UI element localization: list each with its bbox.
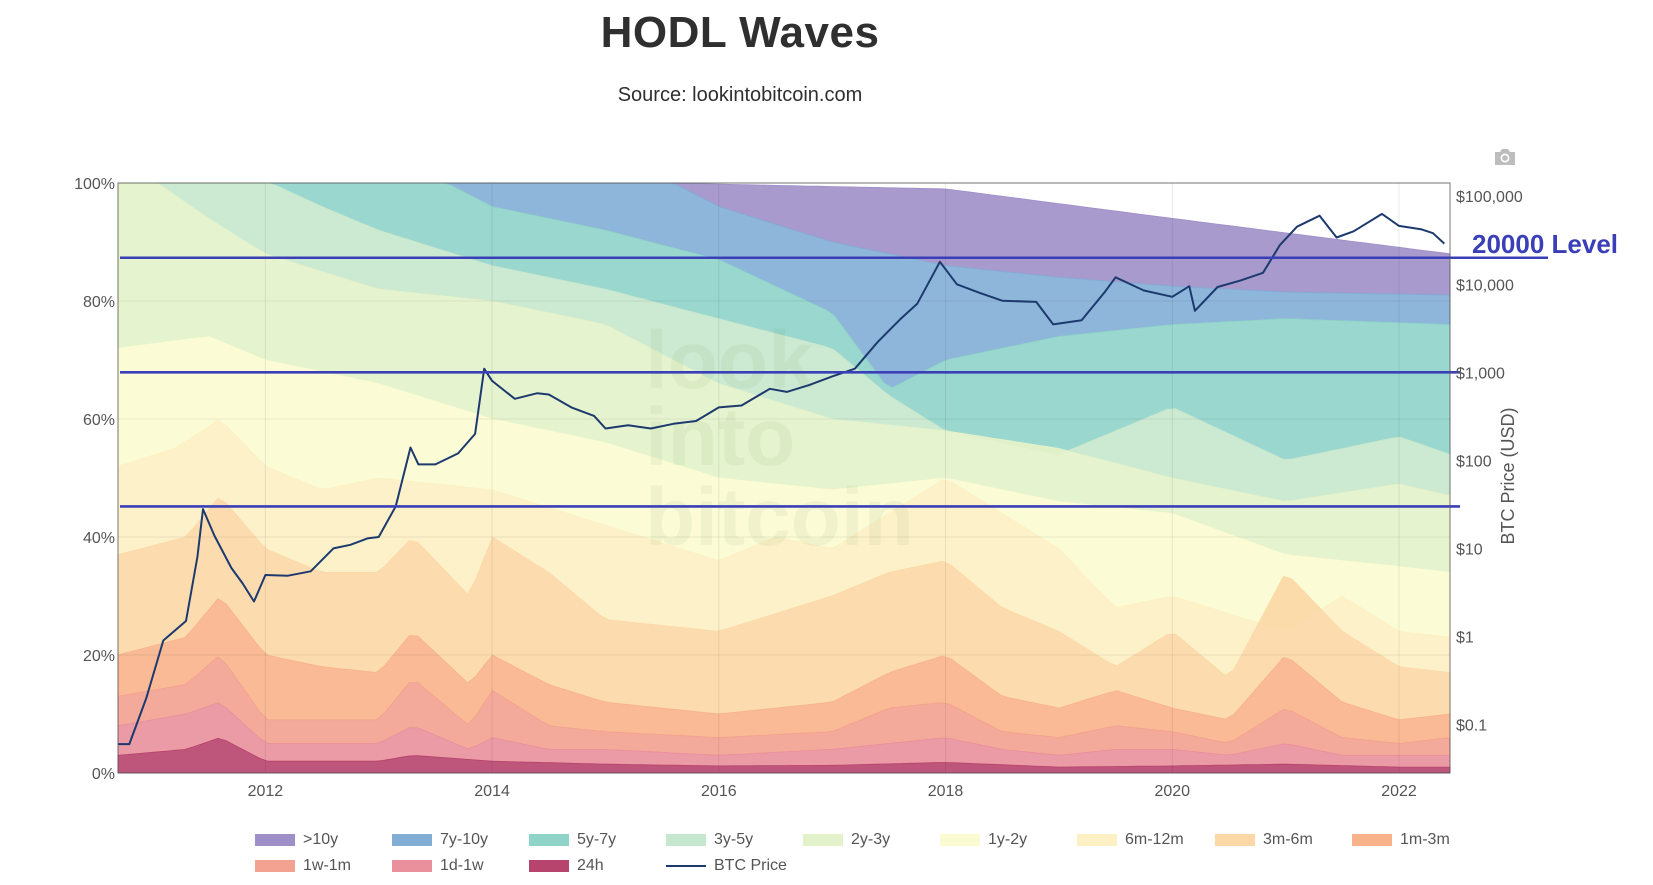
legend-swatch — [1352, 834, 1392, 846]
x-tick-label: 2020 — [1154, 783, 1190, 800]
legend-label: 24h — [577, 857, 604, 874]
legend-swatch — [529, 860, 569, 872]
watermark-line-3: bitcoin — [645, 472, 914, 563]
legend-label: 3m-6m — [1263, 831, 1313, 848]
legend-label: 6m-12m — [1125, 831, 1184, 848]
legend-label: 5y-7y — [577, 831, 617, 848]
legend-item[interactable]: 3y-5y — [666, 830, 753, 850]
legend-swatch — [529, 834, 569, 846]
y-left-tick-label: 60% — [83, 412, 115, 429]
y-right-tick-label: $100,000 — [1456, 189, 1523, 206]
watermark-line-2: into — [645, 392, 795, 483]
right-axis-title: BTC Price (USD) — [1498, 407, 1518, 544]
legend-swatch — [1077, 834, 1117, 846]
camera-icon[interactable] — [1492, 147, 1518, 167]
chart-title: HODL Waves — [600, 8, 880, 57]
legend-item[interactable]: 2y-3y — [803, 830, 890, 850]
plot-frame — [117, 182, 1451, 774]
y-left-tick-label: 100% — [74, 176, 115, 193]
legend-label: 7y-10y — [440, 831, 489, 848]
legend-item[interactable]: 5y-7y — [529, 830, 616, 850]
legend-label: 1y-2y — [988, 831, 1028, 848]
legend-label: >10y — [303, 831, 339, 848]
legend-swatch — [255, 860, 295, 872]
y-right-tick-label: $100 — [1456, 453, 1492, 470]
x-tick-label: 2018 — [928, 783, 964, 800]
legend-label: 1m-3m — [1400, 831, 1450, 848]
legend-swatch — [666, 865, 706, 867]
y-right-tick-label: $1 — [1456, 630, 1474, 647]
x-tick-label: 2012 — [248, 783, 284, 800]
legend-item[interactable]: 1m-3m — [1352, 830, 1450, 850]
legend-label: 3y-5y — [714, 831, 754, 848]
legend-swatch — [803, 834, 843, 846]
legend-swatch — [392, 860, 432, 872]
legend-label: 1d-1w — [440, 857, 484, 874]
legend-label: 2y-3y — [851, 831, 891, 848]
btc-price-line[interactable] — [118, 212, 1445, 746]
legend-swatch — [1215, 834, 1255, 846]
legend-item[interactable]: >10y — [255, 830, 338, 850]
legend-item[interactable]: 7y-10y — [392, 830, 488, 850]
y-right-tick-label: $10,000 — [1456, 277, 1514, 294]
y-left-tick-label: 40% — [83, 530, 115, 547]
legend-swatch — [255, 834, 295, 846]
legend-item[interactable]: 24h — [529, 856, 604, 876]
legend-item[interactable]: 1d-1w — [392, 856, 484, 876]
legend-label: BTC Price — [714, 857, 787, 874]
legend-item[interactable]: BTC Price — [666, 856, 787, 876]
legend-item[interactable]: 1y-2y — [940, 830, 1027, 850]
legend-item[interactable]: 3m-6m — [1215, 830, 1313, 850]
legend-swatch — [392, 834, 432, 846]
price-level-annotation: 20000 Level — [1472, 229, 1618, 259]
y-right-tick-label: $10 — [1456, 541, 1483, 558]
y-right-tick-label: $0.1 — [1456, 718, 1487, 735]
y-left-tick-label: 80% — [83, 294, 115, 311]
legend-label: 1w-1m — [303, 857, 352, 874]
y-right-tick-label: $1,000 — [1456, 365, 1505, 382]
x-tick-label: 2016 — [701, 783, 737, 800]
x-tick-label: 2014 — [474, 783, 510, 800]
y-left-tick-label: 0% — [92, 766, 115, 783]
legend-item[interactable]: 6m-12m — [1077, 830, 1184, 850]
x-tick-label: 2022 — [1381, 783, 1417, 800]
chart-subtitle: Source: lookintobitcoin.com — [617, 84, 863, 106]
legend-item[interactable]: 1w-1m — [255, 856, 351, 876]
y-left-tick-label: 20% — [83, 648, 115, 665]
legend-swatch — [940, 834, 980, 846]
legend-swatch — [666, 834, 706, 846]
